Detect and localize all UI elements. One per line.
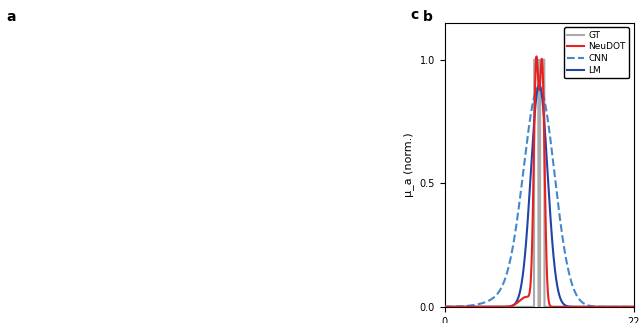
Legend: GT, NeuDOT, CNN, LM: GT, NeuDOT, CNN, LM (564, 27, 629, 78)
Text: c: c (411, 8, 419, 22)
Text: b: b (422, 10, 432, 24)
Y-axis label: μ_a (norm.): μ_a (norm.) (403, 132, 414, 197)
Text: a: a (6, 10, 16, 24)
